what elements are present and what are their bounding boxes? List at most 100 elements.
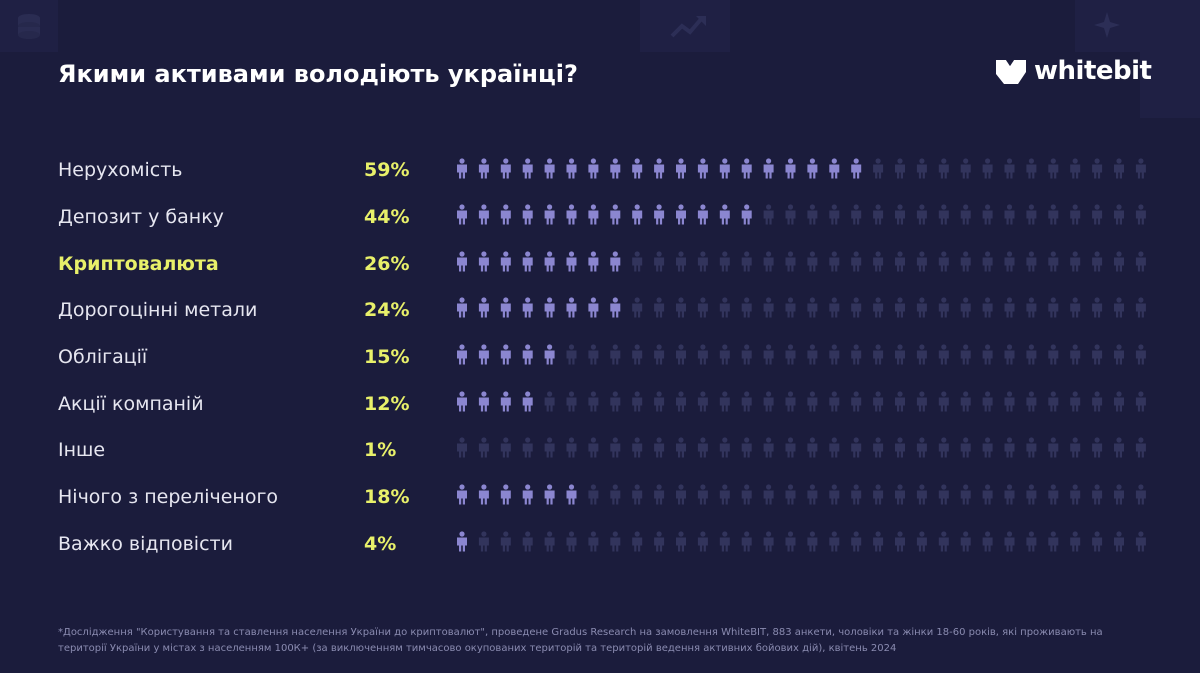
person-figure-empty [1026,204,1037,225]
person-figure-empty [1135,204,1146,225]
person-figure-empty [697,251,708,272]
person-figure-empty [763,531,774,552]
person-figure-empty [1114,344,1124,365]
person-figure-empty [895,251,905,272]
person-figure-empty [719,297,730,318]
person-figure-empty [873,437,884,458]
person-figure-empty [632,344,643,365]
person-figure-empty [1135,251,1146,272]
person-figure-empty [1026,344,1037,365]
person-figure-filled [785,158,796,179]
person-figure-empty [1092,344,1103,365]
person-figure-empty [676,531,686,552]
person-figure-empty [829,391,840,412]
category-label-highlighted: Криптовалюта [58,253,219,275]
category-label: Нічого з переліченого [58,486,279,508]
person-figure-empty [676,251,686,272]
person-figure-empty [544,437,555,458]
person-figure-empty [544,391,555,412]
category-label: Нерухомість [58,159,183,181]
person-figure-empty [654,437,665,458]
person-figure-empty [960,297,971,318]
person-figure-empty [741,297,752,318]
person-figure-empty [741,391,752,412]
person-figure-filled [610,251,621,272]
person-figure-empty [1114,158,1124,179]
brand-name: whitebit [1034,56,1152,86]
person-figure-filled [654,158,665,179]
person-figure-empty [697,531,708,552]
person-figure-empty [873,251,884,272]
person-figure-empty [785,484,796,505]
value-label: 18% [364,486,410,508]
person-figure-filled [522,484,533,505]
person-figure-empty [960,344,971,365]
person-figure-empty [938,391,949,412]
person-figure-filled [588,251,599,272]
person-figure-empty [1135,158,1146,179]
person-figure-empty [719,251,730,272]
person-figure-filled [500,251,511,272]
person-figure-empty [654,531,665,552]
person-figure-empty [1114,297,1124,318]
coins-icon [18,14,40,39]
person-figure-empty [654,484,665,505]
person-figure-empty [807,531,818,552]
person-figure-empty [1048,437,1059,458]
person-figure-filled [456,297,467,318]
person-figure-empty [1048,297,1059,318]
value-label: 26% [364,253,410,275]
person-figure-empty [873,204,884,225]
person-figure-empty [1026,297,1037,318]
footnote: *Дослідження "Користування та ставлення … [58,627,1103,654]
person-figure-filled [676,158,686,179]
person-figure-empty [1070,484,1081,505]
person-figure-filled [544,204,555,225]
value-label: 4% [364,533,397,555]
person-figure-filled [500,391,511,412]
person-figure-empty [763,297,774,318]
person-figure-empty [1026,251,1037,272]
person-figure-empty [982,204,993,225]
person-figure-filled [807,158,818,179]
person-figure-filled [544,344,555,365]
person-figure-filled [500,344,511,365]
person-figure-filled [522,251,533,272]
category-label: Акції компаній [58,393,204,415]
person-figure-filled [763,158,774,179]
person-figure-empty [1114,391,1124,412]
person-figure-empty [1070,297,1081,318]
person-figure-filled [697,204,708,225]
person-figure-empty [895,158,905,179]
person-figure-empty [1026,391,1037,412]
person-figure-empty [719,437,730,458]
person-figure-empty [1092,437,1103,458]
person-figure-empty [1092,484,1103,505]
person-figure-empty [632,251,643,272]
person-figure-empty [741,531,752,552]
person-figure-filled [544,297,555,318]
category-label: Депозит у банку [58,206,224,228]
person-figure-empty [785,251,796,272]
person-figure-empty [807,437,818,458]
person-figure-empty [916,344,927,365]
person-figure-empty [1092,158,1103,179]
person-figure-filled [544,158,555,179]
person-figure-empty [895,437,905,458]
person-figure-empty [829,437,840,458]
person-figure-empty [1004,297,1015,318]
person-figure-empty [610,437,621,458]
person-figure-empty [851,531,862,552]
person-figure-empty [1004,204,1015,225]
pictogram-row [456,158,1146,179]
person-figure-empty [1026,437,1037,458]
person-figure-empty [785,531,796,552]
person-figure-empty [1026,158,1037,179]
person-figure-empty [1026,531,1037,552]
person-figure-filled [456,391,467,412]
person-figure-empty [1004,344,1015,365]
person-figure-filled [829,158,840,179]
person-figure-filled [456,531,467,552]
person-figure-empty [566,437,577,458]
person-figure-empty [829,484,840,505]
